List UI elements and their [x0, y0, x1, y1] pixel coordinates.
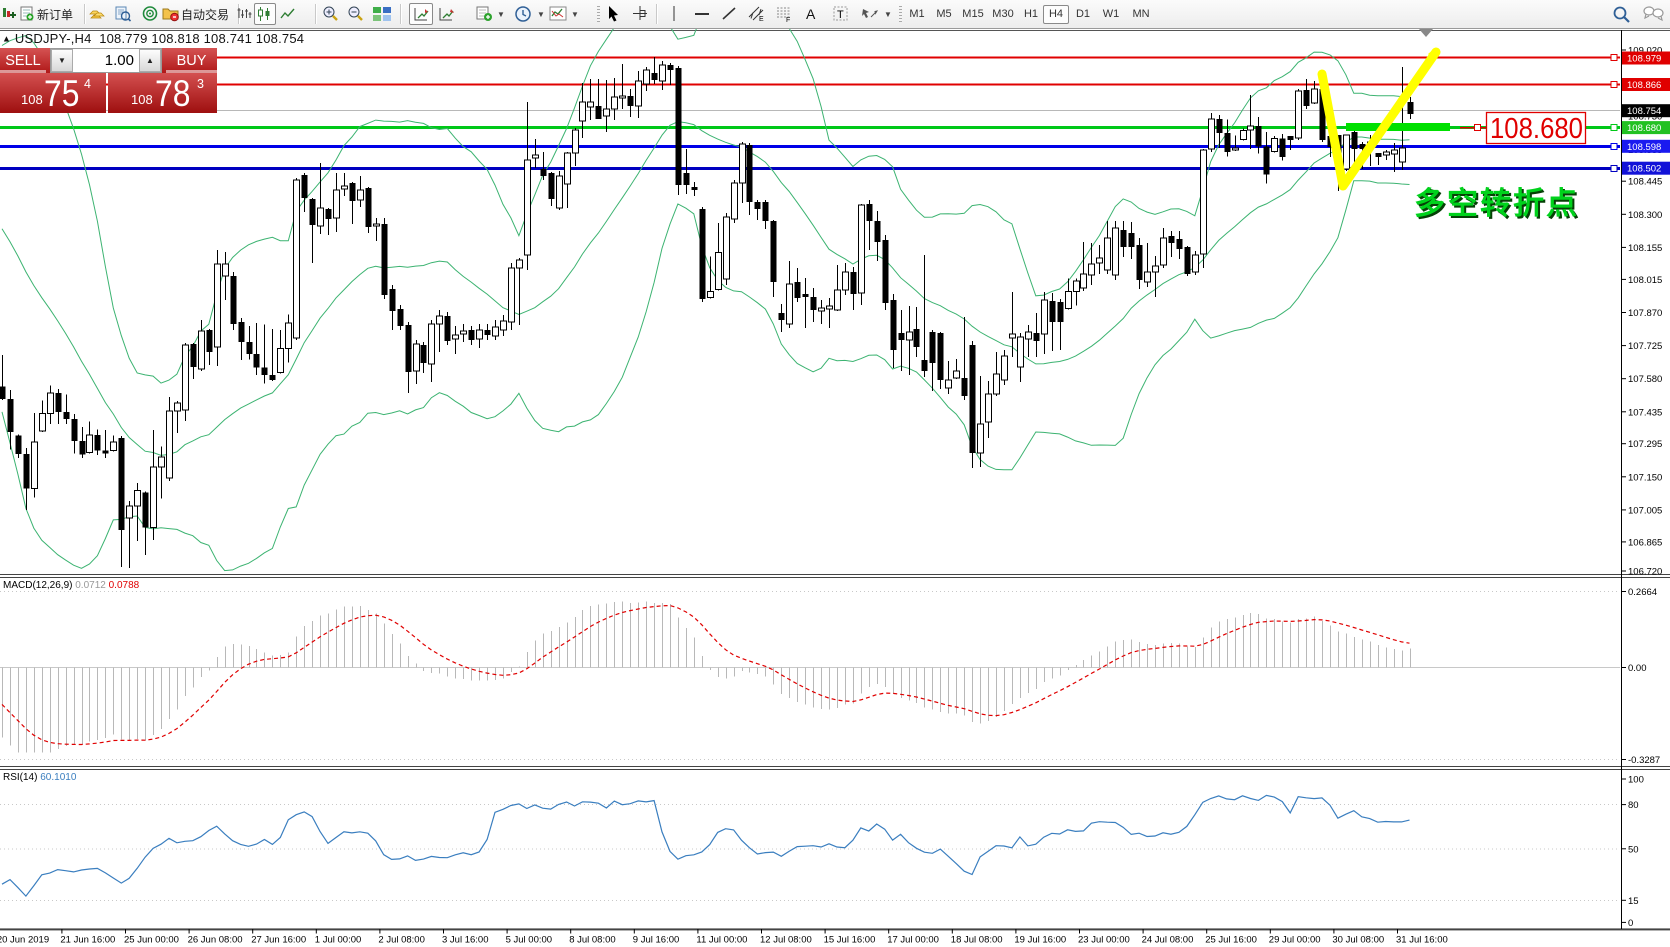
svg-text:15: 15: [1628, 896, 1639, 907]
svg-text:30 Jul 08:00: 30 Jul 08:00: [1332, 935, 1384, 946]
svg-text:108.445: 108.445: [1628, 177, 1662, 188]
svg-text:F: F: [786, 17, 790, 23]
svg-text:19 Jul 16:00: 19 Jul 16:00: [1014, 935, 1066, 946]
svg-text:108.979: 108.979: [1627, 54, 1661, 65]
svg-text:24 Jul 08:00: 24 Jul 08:00: [1142, 935, 1194, 946]
svg-text:100: 100: [1628, 775, 1644, 786]
svg-text:107.435: 107.435: [1628, 407, 1662, 418]
svg-text:E: E: [759, 16, 764, 23]
svg-text:25 Jul 16:00: 25 Jul 16:00: [1205, 935, 1257, 946]
svg-text:MACD(12,26,9) 0.0712 0.0788: MACD(12,26,9) 0.0712 0.0788: [3, 580, 140, 591]
svg-text:107.150: 107.150: [1628, 472, 1662, 483]
svg-text:2 Jul 08:00: 2 Jul 08:00: [378, 935, 424, 946]
svg-text:31 Jul 16:00: 31 Jul 16:00: [1396, 935, 1448, 946]
svg-text:108.155: 108.155: [1628, 243, 1662, 254]
svg-text:26 Jun 08:00: 26 Jun 08:00: [188, 935, 243, 946]
svg-text:23 Jul 00:00: 23 Jul 00:00: [1078, 935, 1130, 946]
svg-text:12 Jul 08:00: 12 Jul 08:00: [760, 935, 812, 946]
svg-text:1 Jul 00:00: 1 Jul 00:00: [315, 935, 361, 946]
svg-text:17 Jul 00:00: 17 Jul 00:00: [887, 935, 939, 946]
svg-text:11 Jul 00:00: 11 Jul 00:00: [696, 935, 747, 946]
svg-text:80: 80: [1628, 800, 1639, 811]
svg-text:18 Jul 08:00: 18 Jul 08:00: [951, 935, 1003, 946]
svg-text:27 Jun 16:00: 27 Jun 16:00: [251, 935, 306, 946]
svg-text:25 Jun 00:00: 25 Jun 00:00: [124, 935, 179, 946]
svg-text:8 Jul 08:00: 8 Jul 08:00: [569, 935, 615, 946]
svg-text:0: 0: [1628, 918, 1633, 929]
svg-text:106.720: 106.720: [1628, 567, 1662, 578]
svg-text:107.580: 107.580: [1628, 374, 1662, 385]
svg-text:107.005: 107.005: [1628, 505, 1662, 516]
svg-text:9 Jul 16:00: 9 Jul 16:00: [633, 935, 679, 946]
svg-text:29 Jul 00:00: 29 Jul 00:00: [1269, 935, 1321, 946]
svg-text:108.866: 108.866: [1627, 80, 1661, 91]
svg-text:50: 50: [1628, 844, 1639, 855]
svg-text:T: T: [837, 9, 844, 21]
svg-text:108.502: 108.502: [1627, 164, 1661, 175]
svg-text:108.598: 108.598: [1627, 142, 1661, 153]
svg-text:-0.3287: -0.3287: [1628, 755, 1660, 766]
svg-text:107.725: 107.725: [1628, 341, 1662, 352]
svg-text:21 Jun 16:00: 21 Jun 16:00: [60, 935, 115, 946]
svg-text:0.00: 0.00: [1628, 663, 1647, 674]
svg-text:3 Jul 16:00: 3 Jul 16:00: [442, 935, 488, 946]
svg-text:0.2664: 0.2664: [1628, 587, 1657, 598]
svg-text:108.015: 108.015: [1628, 275, 1662, 286]
svg-text:107.870: 107.870: [1628, 308, 1662, 319]
svg-text:107.295: 107.295: [1628, 439, 1662, 450]
svg-text:5 Jul 00:00: 5 Jul 00:00: [506, 935, 552, 946]
svg-text:15 Jul 16:00: 15 Jul 16:00: [824, 935, 876, 946]
svg-text:106.865: 106.865: [1628, 537, 1662, 548]
svg-text:20 Jun 2019: 20 Jun 2019: [0, 935, 49, 946]
svg-text:108.680: 108.680: [1490, 113, 1583, 145]
svg-text:108.680: 108.680: [1627, 123, 1661, 134]
svg-text:109.020: 109.020: [1628, 46, 1662, 57]
svg-text:108.300: 108.300: [1628, 210, 1662, 221]
svg-text:RSI(14) 60.1010: RSI(14) 60.1010: [3, 772, 77, 783]
svg-text:108.754: 108.754: [1627, 106, 1661, 117]
